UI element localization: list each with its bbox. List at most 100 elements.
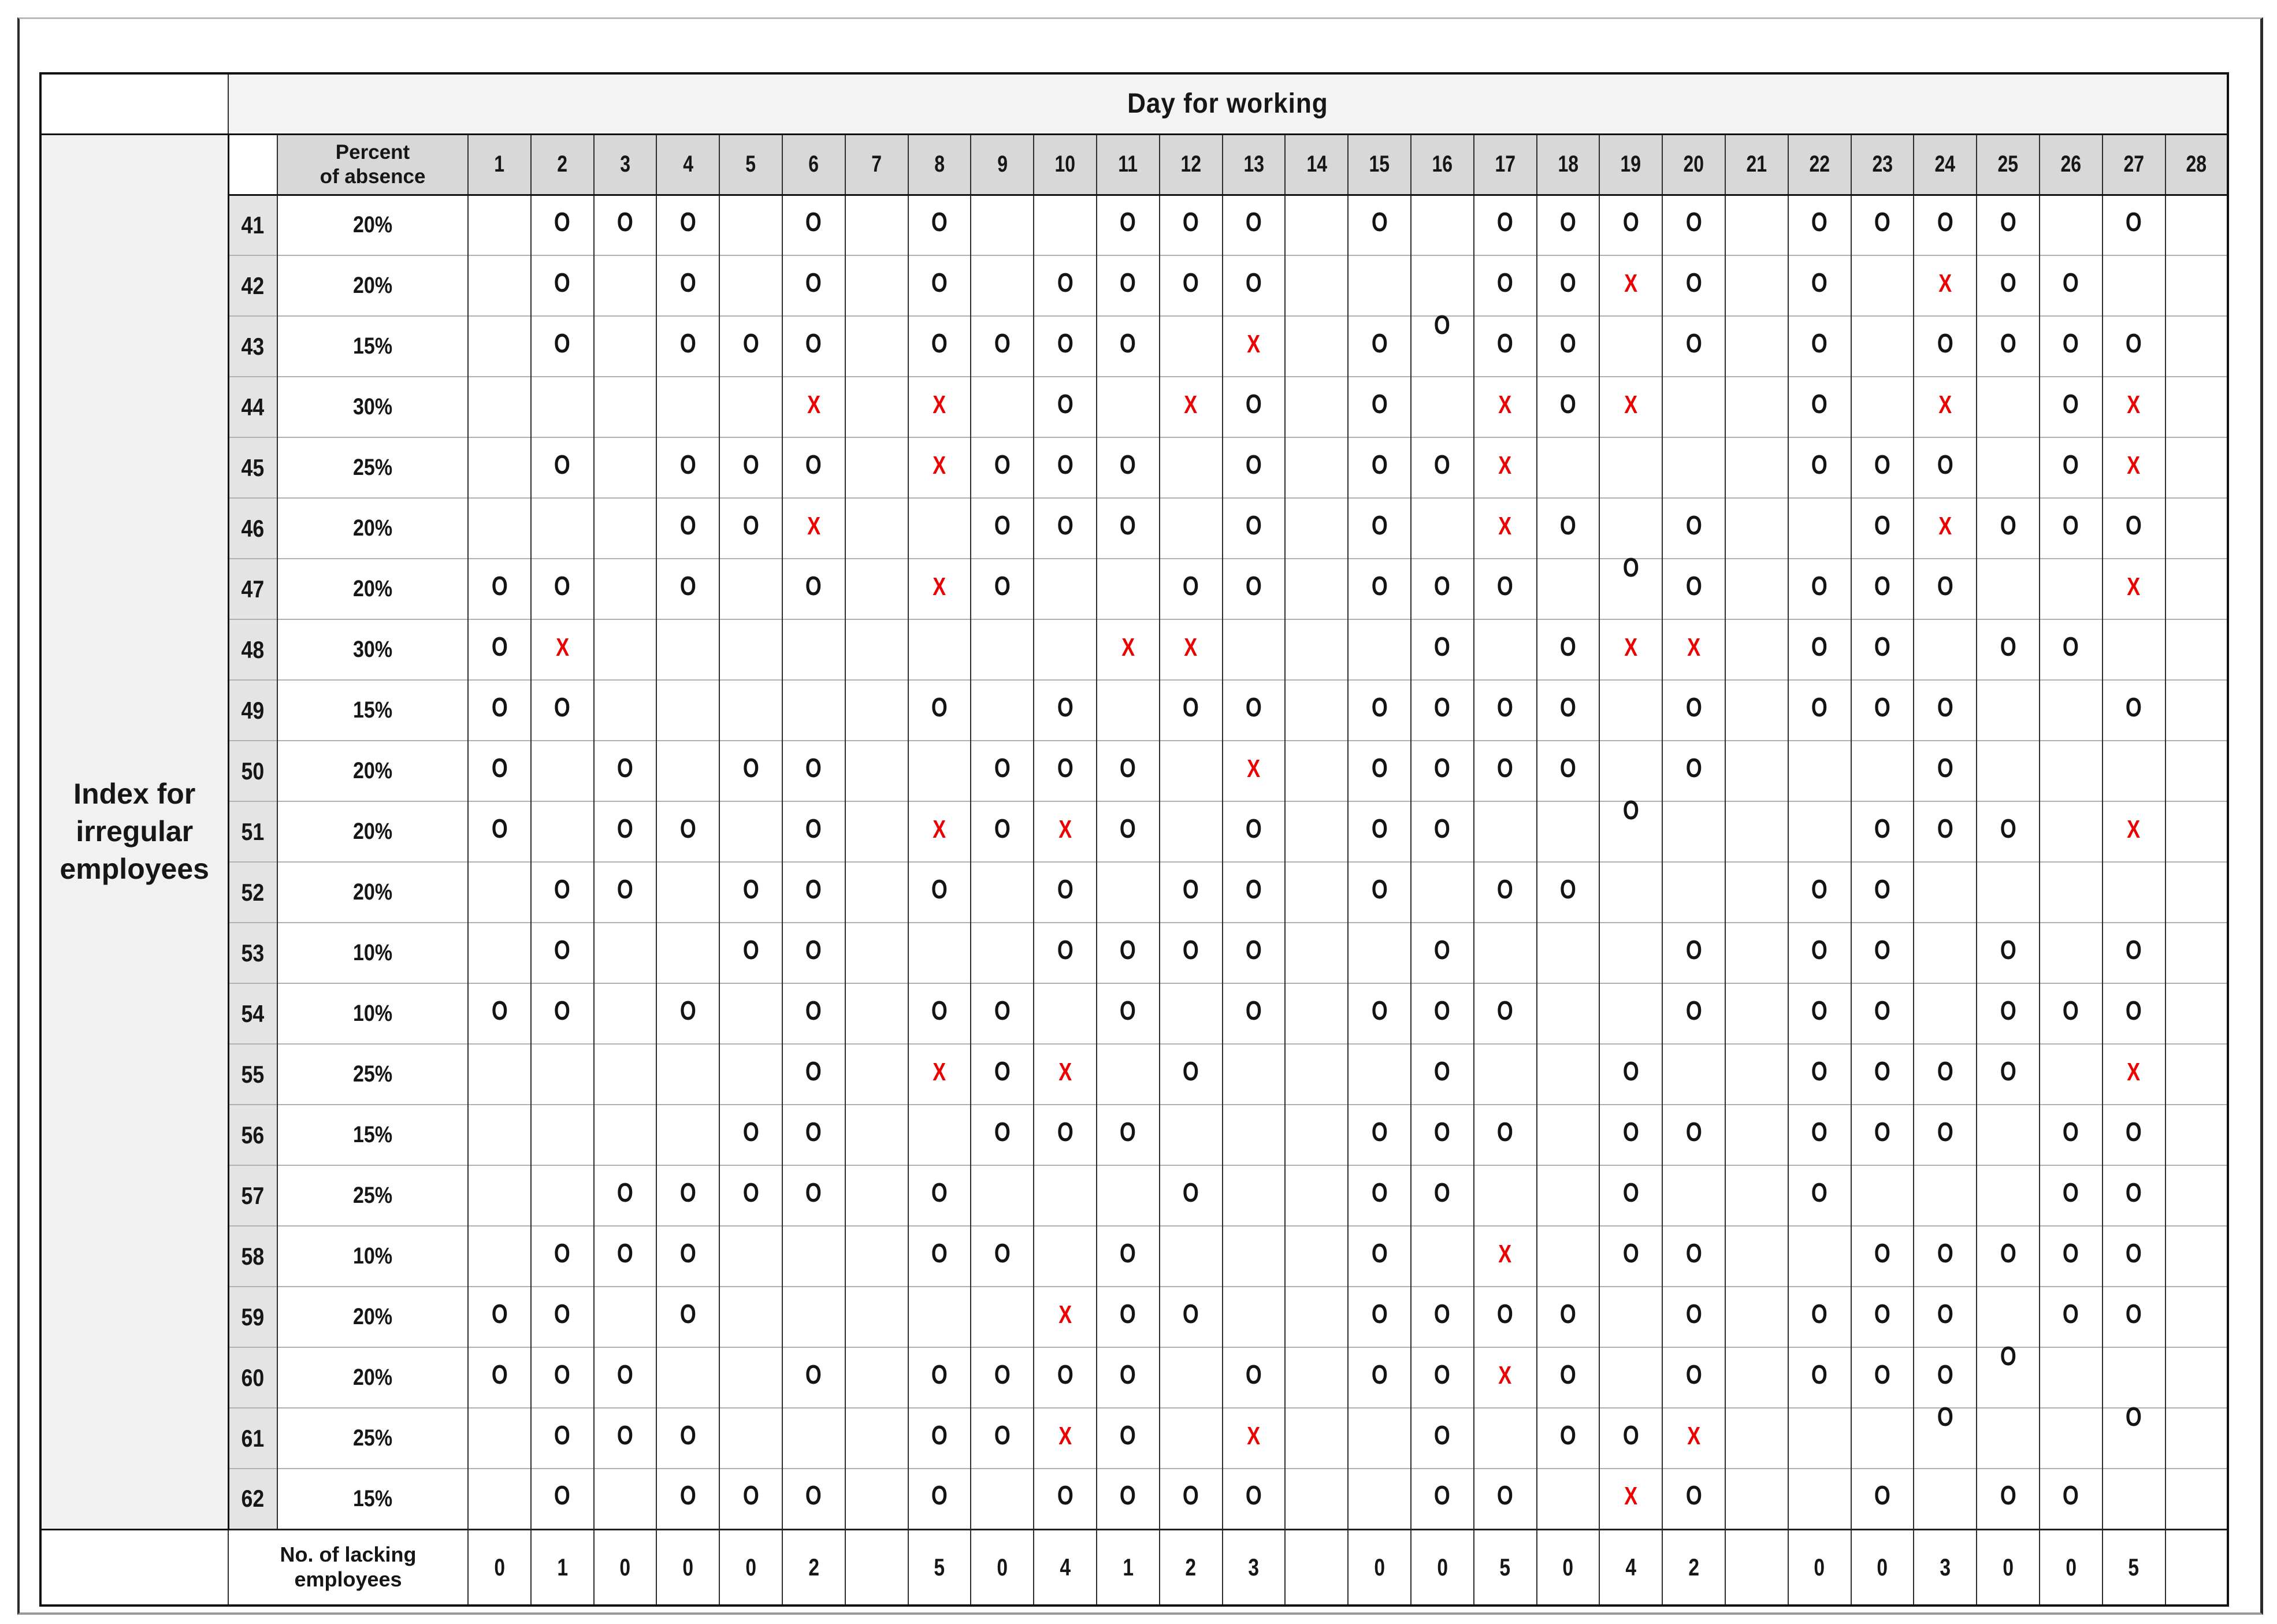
table-row: 50 20% O O O O O O O X O O O O O O [40, 740, 2229, 801]
x-mark: X [1058, 1421, 1072, 1450]
day-cell [719, 1286, 783, 1347]
day-cell: O [530, 1347, 595, 1408]
table-row: 46 20% O O X O O O O O X O O O X O O O [40, 497, 2229, 559]
percent-cell: 25% [277, 1043, 469, 1105]
day-cell [593, 437, 658, 498]
o-mark: O [1245, 206, 1262, 237]
day-cell: O [1095, 437, 1160, 498]
percent-value: 20% [352, 819, 393, 844]
o-mark: O [994, 752, 1011, 783]
o-mark: O [1245, 874, 1262, 904]
day-cell [1284, 437, 1349, 498]
percent-cell: 25% [277, 1165, 469, 1226]
o-mark: O [1937, 328, 1953, 358]
day-cell: O [1976, 497, 2040, 559]
o-mark: O [679, 1177, 696, 1207]
table-row: 43 15% O O O O O O O O X O O O O O O O O O O [40, 310, 2229, 377]
day-cell: O [1473, 558, 1537, 619]
o-mark: O [1811, 1298, 1828, 1329]
day-cell [1850, 255, 1915, 316]
row-index-value: 58 [241, 1242, 265, 1270]
day-cell: X [2101, 437, 2166, 498]
day-cell: O [1158, 1468, 1223, 1529]
day-cell: O [2038, 1468, 2103, 1529]
lacking-count-value: 5 [2128, 1553, 2139, 1581]
day-cell: O [1095, 255, 1160, 316]
o-mark: O [1685, 995, 1702, 1025]
x-mark: X [1247, 329, 1261, 358]
o-mark: O [1685, 1298, 1702, 1329]
day-cell [844, 497, 909, 559]
day-cell: O [593, 1407, 658, 1469]
day-cell: O [1662, 1225, 1726, 1287]
o-mark: O [742, 328, 759, 358]
day-cell: O [2101, 194, 2166, 255]
day-cell: O [2038, 1165, 2103, 1226]
day-number: 12 [1180, 151, 1201, 177]
row-index-value: 48 [241, 636, 265, 663]
percent-cell: 15% [277, 1104, 469, 1165]
day-cell: O [1913, 1402, 1978, 1469]
day-cell [467, 1165, 532, 1226]
day-cell: O [1473, 315, 1537, 377]
day-cell [1536, 801, 1600, 862]
day-number: 19 [1620, 151, 1641, 177]
day-cell: O [2038, 497, 2103, 559]
o-mark: O [994, 1359, 1011, 1389]
o-mark: O [1874, 510, 1890, 540]
day-cell: X [781, 497, 846, 559]
o-mark: O [1371, 510, 1388, 540]
o-mark: O [1811, 1359, 1828, 1389]
day-cell: O [1850, 1104, 1915, 1165]
o-mark: O [1685, 934, 1702, 965]
day-cell: O [530, 1225, 595, 1287]
day-cell: X [907, 376, 972, 437]
percent-cell: 10% [277, 922, 469, 983]
day-cell: O [1473, 1104, 1537, 1165]
day-cell: O [2101, 315, 2166, 377]
day-cell: O [781, 315, 846, 377]
lacking-count-cell: 5 [2101, 1528, 2166, 1606]
day-cell: O [530, 861, 595, 923]
o-mark: O [1245, 692, 1262, 722]
x-mark: X [1624, 269, 1638, 298]
o-mark: O [2000, 1056, 2016, 1086]
day-cell: O [1095, 922, 1160, 983]
day-cell: O [1850, 497, 1915, 559]
day-cell [970, 861, 1035, 923]
row-index-value: 59 [241, 1303, 265, 1331]
day-cell [1284, 740, 1349, 801]
day-cell: O [1662, 679, 1726, 741]
day-cell: O [781, 861, 846, 923]
o-mark: O [1371, 995, 1388, 1025]
o-mark: O [1685, 328, 1702, 358]
day-cell: O [467, 983, 532, 1044]
lacking-count-cell: 5 [907, 1528, 972, 1606]
o-mark: O [1434, 1056, 1451, 1086]
day-cell: O [1347, 194, 1411, 255]
day-cell: O [1976, 315, 2040, 377]
day-cell [970, 1286, 1035, 1347]
o-mark: O [1874, 570, 1890, 601]
day-cell [1221, 1104, 1286, 1165]
day-cell: O [907, 1225, 972, 1287]
table-row: 60 20% O O O O O O O O O O O X O O O O O O [40, 1341, 2229, 1408]
day-cell: O [719, 922, 783, 983]
o-mark: O [805, 995, 822, 1025]
day-cell: O [1410, 1286, 1474, 1347]
day-cell: X [2101, 801, 2166, 862]
day-cell: O [1850, 1468, 1915, 1529]
day-cell [1976, 1286, 2040, 1347]
day-cell: O [656, 437, 720, 498]
o-mark: O [805, 874, 822, 904]
percent-header-line: Percent [335, 141, 410, 164]
lacking-count-cell: 1 [530, 1528, 595, 1606]
day-cell: O [781, 1104, 846, 1165]
percent-value: 25% [352, 1061, 393, 1087]
day-cell: O [1850, 679, 1915, 741]
o-mark: O [554, 328, 571, 358]
day-cell [2164, 922, 2229, 983]
o-mark: O [805, 813, 822, 843]
percent-value: 20% [352, 758, 393, 783]
day-cell: X [2101, 558, 2166, 619]
